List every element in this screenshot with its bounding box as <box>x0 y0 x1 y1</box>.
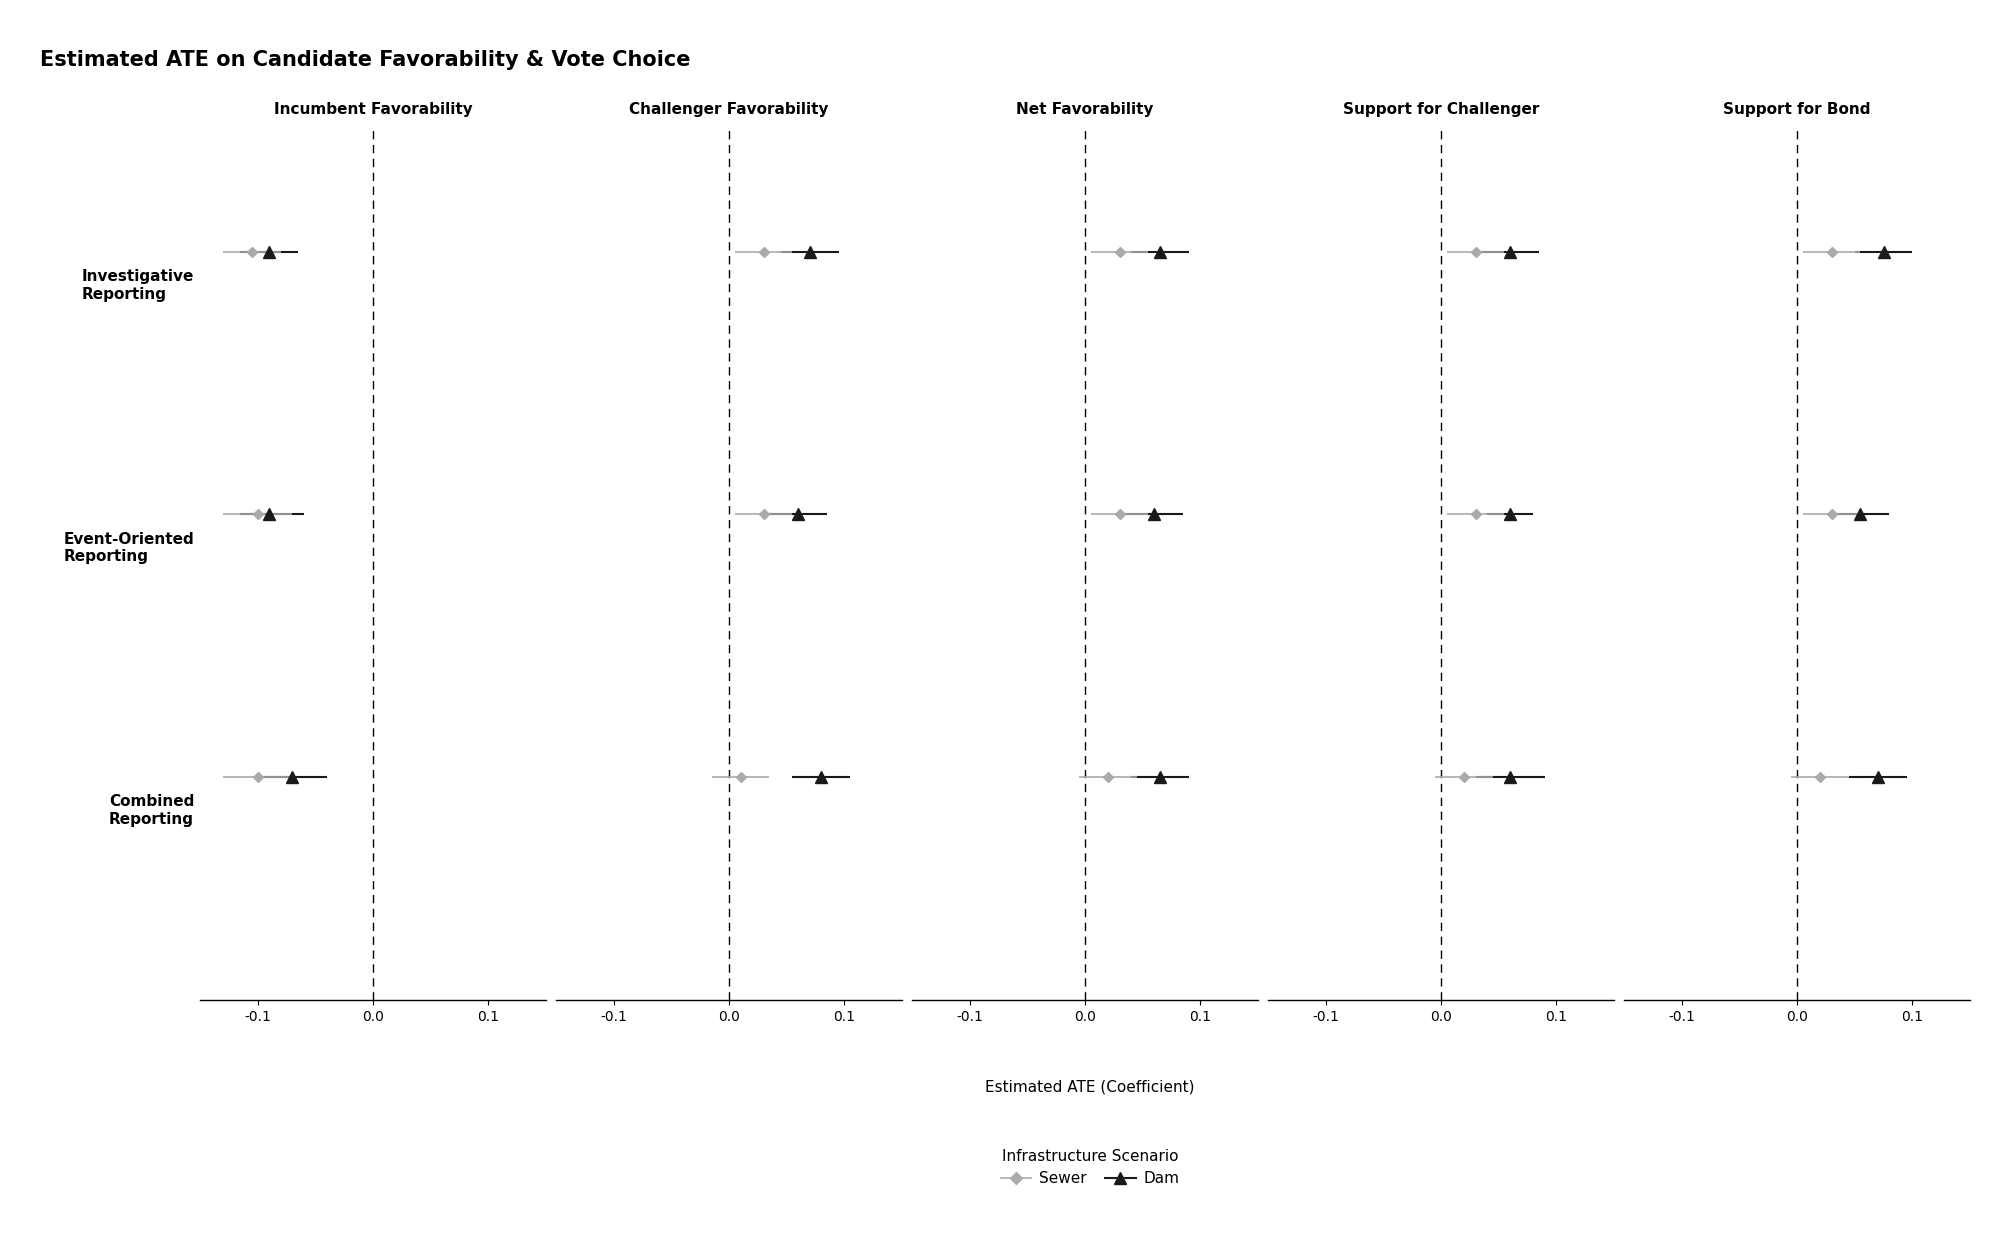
Title: Incumbent Favorability: Incumbent Favorability <box>274 102 472 118</box>
Title: Net Favorability: Net Favorability <box>1016 102 1154 118</box>
Title: Challenger Favorability: Challenger Favorability <box>630 102 828 118</box>
Text: Combined
Reporting: Combined Reporting <box>108 794 194 826</box>
Legend: Sewer, Dam: Sewer, Dam <box>994 1142 1186 1192</box>
Title: Support for Bond: Support for Bond <box>1724 102 1870 118</box>
Text: Event-Oriented
Reporting: Event-Oriented Reporting <box>64 531 194 564</box>
Title: Support for Challenger: Support for Challenger <box>1342 102 1540 118</box>
Text: Estimated ATE (Coefficient): Estimated ATE (Coefficient) <box>986 1080 1194 1095</box>
Text: Estimated ATE on Candidate Favorability & Vote Choice: Estimated ATE on Candidate Favorability … <box>40 50 690 70</box>
Text: Investigative
Reporting: Investigative Reporting <box>82 269 194 301</box>
